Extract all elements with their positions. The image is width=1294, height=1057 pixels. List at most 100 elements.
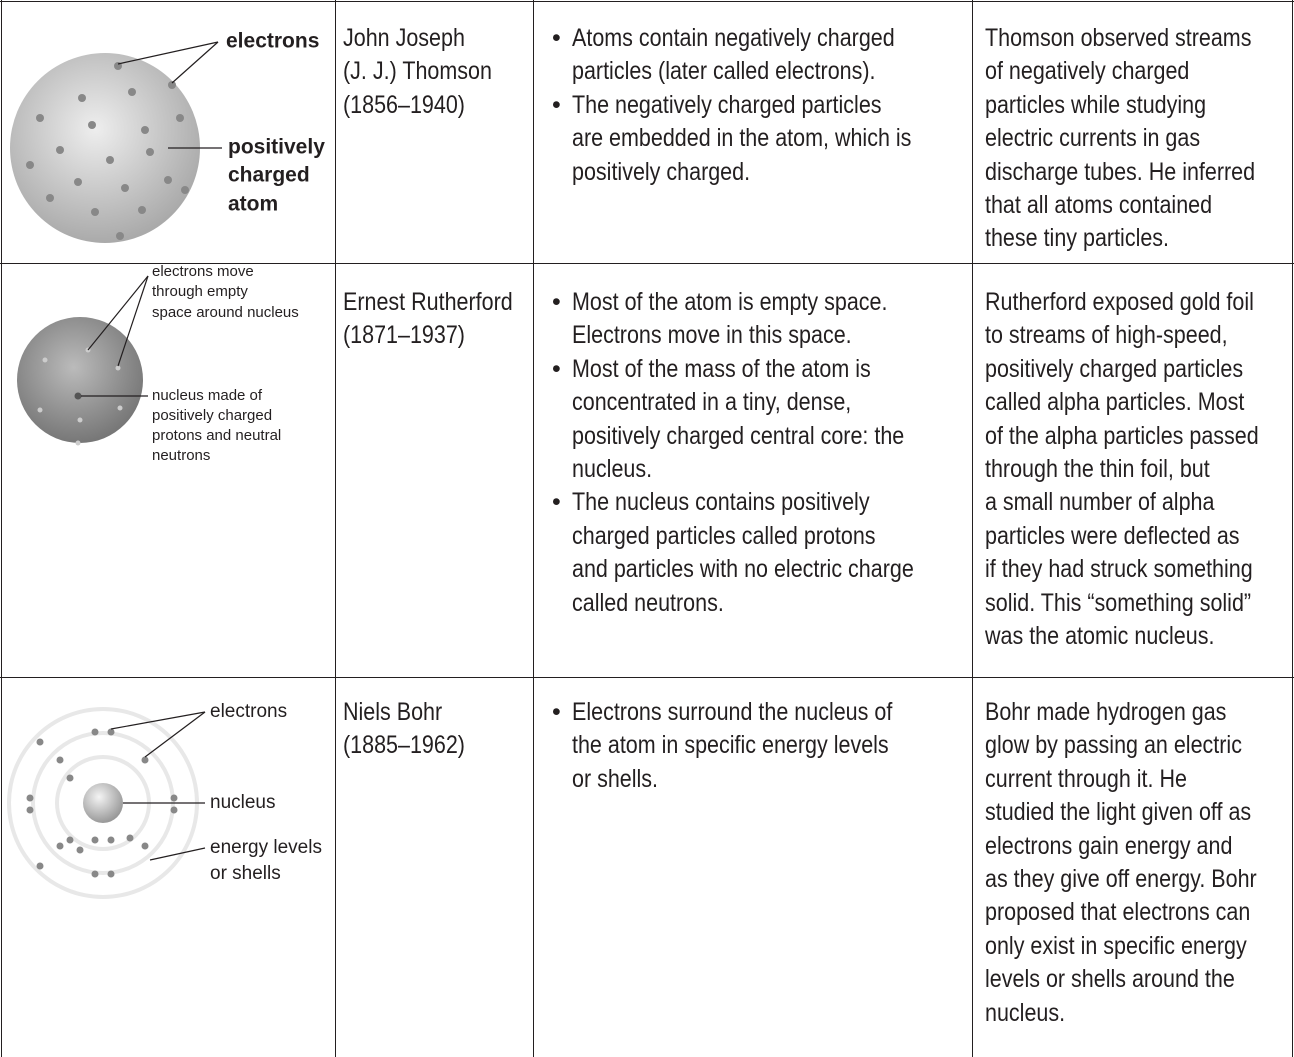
text: particles were deflected as bbox=[985, 521, 1240, 550]
evidence-line: through the thin foil, but bbox=[985, 453, 1294, 486]
diagram-label: nucleus bbox=[210, 792, 276, 813]
evidence-cell: Rutherford exposed gold foil to streams o… bbox=[985, 286, 1294, 653]
text: proposed that electrons can bbox=[985, 898, 1251, 927]
border bbox=[1292, 0, 1293, 1057]
point-line: charged particles called protons bbox=[572, 520, 969, 553]
points-cell: Electrons surround the nucleus of the ato… bbox=[552, 696, 944, 796]
text: discharge tubes. He inferred bbox=[985, 157, 1256, 186]
evidence-line: nucleus. bbox=[985, 997, 1294, 1030]
text: these tiny particles. bbox=[985, 224, 1170, 253]
scientist-line: (1885–1962) bbox=[343, 729, 485, 762]
diagram-label: atom bbox=[228, 193, 278, 216]
text: Niels Bohr bbox=[343, 698, 443, 726]
diagram-label: space around nucleus bbox=[152, 304, 299, 321]
text: of the alpha particles passed bbox=[985, 421, 1259, 450]
point-line: and particles with no electric charge bbox=[572, 553, 969, 586]
text: and particles with no electric charge bbox=[572, 555, 914, 584]
text: only exist in specific energy bbox=[985, 931, 1247, 960]
scientist-cell: John Joseph (J. J.) Thomson (1856–1940) bbox=[343, 22, 516, 122]
text: Thomson observed streams bbox=[985, 24, 1252, 52]
evidence-line: electrons gain energy and bbox=[985, 830, 1294, 863]
text: nucleus. bbox=[572, 454, 653, 483]
text: particles while studying bbox=[985, 90, 1207, 119]
text: Bohr made hydrogen gas bbox=[985, 698, 1227, 726]
evidence-line: solid. This “something solid” bbox=[985, 587, 1294, 620]
text: Most of the atom is empty space. bbox=[572, 288, 888, 316]
text: (J. J.) Thomson bbox=[343, 57, 492, 86]
evidence-line: particles while studying bbox=[985, 89, 1294, 122]
text: to streams of high-speed, bbox=[985, 321, 1228, 350]
text: of negatively charged bbox=[985, 57, 1190, 86]
diagram-label: electrons bbox=[226, 30, 319, 53]
border bbox=[1, 0, 2, 1057]
evidence-line: levels or shells around the bbox=[985, 963, 1294, 996]
text: particles (later called electrons). bbox=[572, 57, 876, 86]
evidence-line: studied the light given off as bbox=[985, 796, 1294, 829]
bohr-model bbox=[7, 707, 206, 899]
evidence-line: particles were deflected as bbox=[985, 520, 1294, 553]
bullet-point: Most of the atom is empty space. Electron… bbox=[552, 286, 969, 353]
point-line: Most of the atom is empty space. bbox=[572, 286, 969, 319]
atom-diagrams: electrons positively charged atom electr… bbox=[7, 30, 325, 899]
point-line: positively charged. bbox=[572, 156, 967, 189]
text: that all atoms contained bbox=[985, 190, 1213, 219]
evidence-line: that all atoms contained bbox=[985, 189, 1294, 222]
evidence-line: electric currents in gas bbox=[985, 122, 1294, 155]
diagram-label: positively bbox=[228, 136, 325, 159]
text: Atoms contain negatively charged bbox=[572, 24, 895, 52]
diagram-label: nucleus made of bbox=[152, 387, 263, 404]
point-line: Electrons surround the nucleus of bbox=[572, 696, 944, 729]
evidence-line: glow by passing an electric bbox=[985, 729, 1294, 762]
point-line: positively charged central core: the bbox=[572, 420, 969, 453]
text: electrons gain energy and bbox=[985, 831, 1233, 860]
text: The nucleus contains positively bbox=[572, 488, 870, 517]
text: The negatively charged particles bbox=[572, 90, 882, 119]
text: positively charged particles bbox=[985, 354, 1244, 383]
evidence-line: as they give off energy. Bohr bbox=[985, 863, 1294, 896]
diagram-label: protons and neutral bbox=[152, 427, 281, 444]
point-line: are embedded in the atom, which is bbox=[572, 122, 967, 155]
scientist-line: (1856–1940) bbox=[343, 89, 516, 122]
border bbox=[972, 0, 973, 1057]
evidence-line: Rutherford exposed gold foil bbox=[985, 286, 1294, 319]
bullet-point: Electrons surround the nucleus of the ato… bbox=[552, 696, 944, 796]
bullet-point: Atoms contain negatively charged particle… bbox=[552, 22, 967, 89]
text: John Joseph bbox=[343, 24, 465, 52]
point-line: Electrons move in this space. bbox=[572, 319, 969, 352]
border bbox=[0, 263, 1294, 264]
scientist-line: Niels Bohr bbox=[343, 696, 485, 729]
point-line: concentrated in a tiny, dense, bbox=[572, 386, 969, 419]
point-line: particles (later called electrons). bbox=[572, 55, 967, 88]
evidence-line: of negatively charged bbox=[985, 55, 1294, 88]
border bbox=[533, 0, 534, 1057]
text: positively charged central core: the bbox=[572, 421, 905, 450]
scientist-line: (1871–1937) bbox=[343, 319, 540, 352]
text: called neutrons. bbox=[572, 588, 724, 617]
scientist-cell: Niels Bohr (1885–1962) bbox=[343, 696, 485, 763]
text: Rutherford exposed gold foil bbox=[985, 288, 1254, 316]
text: the atom in specific energy levels bbox=[572, 731, 889, 760]
text: levels or shells around the bbox=[985, 965, 1235, 994]
diagram-label: positively charged bbox=[152, 407, 272, 424]
scientist-cell: Ernest Rutherford (1871–1937) bbox=[343, 286, 540, 353]
text: (1885–1962) bbox=[343, 731, 465, 760]
rutherford-model bbox=[17, 275, 149, 446]
evidence-line: if they had struck something bbox=[985, 553, 1294, 586]
text: current through it. He bbox=[985, 764, 1187, 793]
evidence-line: was the atomic nucleus. bbox=[985, 620, 1294, 653]
text: electric currents in gas bbox=[985, 124, 1201, 153]
point-line: The negatively charged particles bbox=[572, 89, 967, 122]
evidence-line: of the alpha particles passed bbox=[985, 420, 1294, 453]
evidence-line: Thomson observed streams bbox=[985, 22, 1294, 55]
evidence-line: discharge tubes. He inferred bbox=[985, 156, 1294, 189]
thomson-model bbox=[10, 41, 222, 243]
text: studied the light given off as bbox=[985, 798, 1252, 827]
evidence-line: proposed that electrons can bbox=[985, 896, 1294, 929]
text: was the atomic nucleus. bbox=[985, 621, 1215, 650]
evidence-line: to streams of high-speed, bbox=[985, 319, 1294, 352]
text: Ernest Rutherford bbox=[343, 288, 513, 316]
text: Electrons surround the nucleus of bbox=[572, 698, 893, 726]
border bbox=[335, 0, 336, 1057]
text: charged particles called protons bbox=[572, 521, 876, 550]
